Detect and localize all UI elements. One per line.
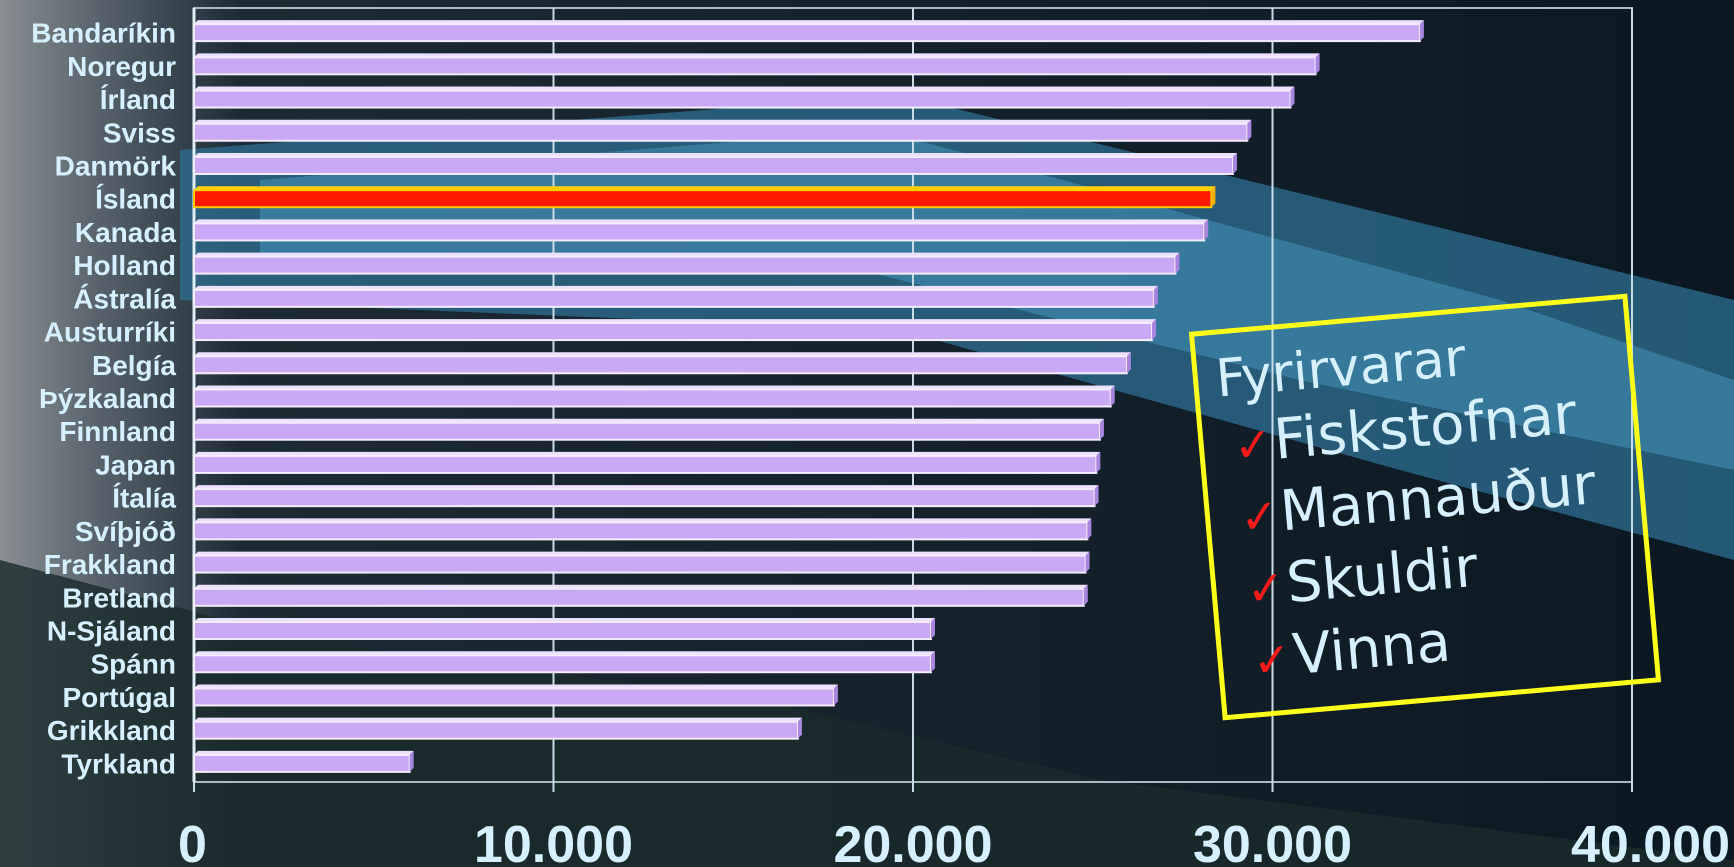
category-label: Svíþjóð xyxy=(75,516,176,547)
bar xyxy=(193,584,1088,607)
bar xyxy=(193,618,935,641)
bar xyxy=(193,285,1158,308)
category-label: Ítalía xyxy=(112,483,176,514)
category-label: Ástralía xyxy=(73,283,176,314)
bar xyxy=(193,518,1092,541)
bar xyxy=(193,252,1180,275)
caveat-label: Vinna xyxy=(1290,609,1454,688)
bar xyxy=(193,219,1209,242)
bar xyxy=(193,551,1090,574)
x-tick-label: 20.000 xyxy=(833,816,992,867)
bar xyxy=(193,319,1157,342)
category-label: Bretland xyxy=(62,582,176,613)
bar xyxy=(193,352,1131,375)
category-label: Belgía xyxy=(92,350,176,381)
caveats-box: Fyrirvarar ✓Fiskstofnar ✓Mannauður ✓Skul… xyxy=(1188,293,1662,721)
category-label: Portúgal xyxy=(62,682,176,713)
category-label: N-Sjáland xyxy=(47,616,176,647)
bar-highlighted xyxy=(193,186,1216,209)
bar xyxy=(193,418,1104,441)
bar xyxy=(193,119,1252,142)
bar xyxy=(193,385,1115,408)
check-icon: ✓ xyxy=(1237,487,1282,546)
category-label: Írland xyxy=(100,84,176,115)
bars xyxy=(193,20,1424,773)
caveat-label: Skuldir xyxy=(1283,534,1481,617)
x-axis-ticks: 0 10.000 20.000 30.000 40.000 xyxy=(178,816,1730,867)
x-tick-label: 0 xyxy=(178,816,207,867)
x-tick-label: 10.000 xyxy=(474,816,633,867)
category-label: Ísland xyxy=(95,184,176,215)
check-icon: ✓ xyxy=(1231,416,1275,474)
bar xyxy=(193,651,935,674)
x-tick-label: 40.000 xyxy=(1571,816,1730,867)
bar xyxy=(193,750,414,773)
bar xyxy=(193,53,1320,76)
category-labels: BandaríkinNoregurÍrlandSvissDanmörkÍslan… xyxy=(31,18,176,780)
bar xyxy=(193,86,1295,109)
x-tick-label: 30.000 xyxy=(1193,816,1352,867)
bar xyxy=(193,717,802,740)
category-label: Japan xyxy=(95,449,176,480)
bar xyxy=(193,485,1099,508)
category-label: Sviss xyxy=(103,117,176,148)
check-icon: ✓ xyxy=(1250,631,1294,689)
category-label: Holland xyxy=(73,250,176,281)
category-label: Noregur xyxy=(67,51,176,82)
category-label: Frakkland xyxy=(44,549,176,580)
category-label: Austurríki xyxy=(44,317,176,348)
category-label: Þýzkaland xyxy=(39,383,176,414)
bar xyxy=(193,20,1424,43)
bar xyxy=(193,684,838,707)
bar xyxy=(193,451,1101,474)
check-icon: ✓ xyxy=(1244,559,1288,617)
category-label: Spánn xyxy=(90,649,176,680)
category-label: Finnland xyxy=(59,416,176,447)
bar xyxy=(193,152,1237,175)
category-label: Bandaríkin xyxy=(31,18,176,49)
category-label: Grikkland xyxy=(47,715,176,746)
category-label: Kanada xyxy=(75,217,177,248)
category-label: Danmörk xyxy=(55,150,177,181)
category-label: Tyrkland xyxy=(61,748,176,779)
